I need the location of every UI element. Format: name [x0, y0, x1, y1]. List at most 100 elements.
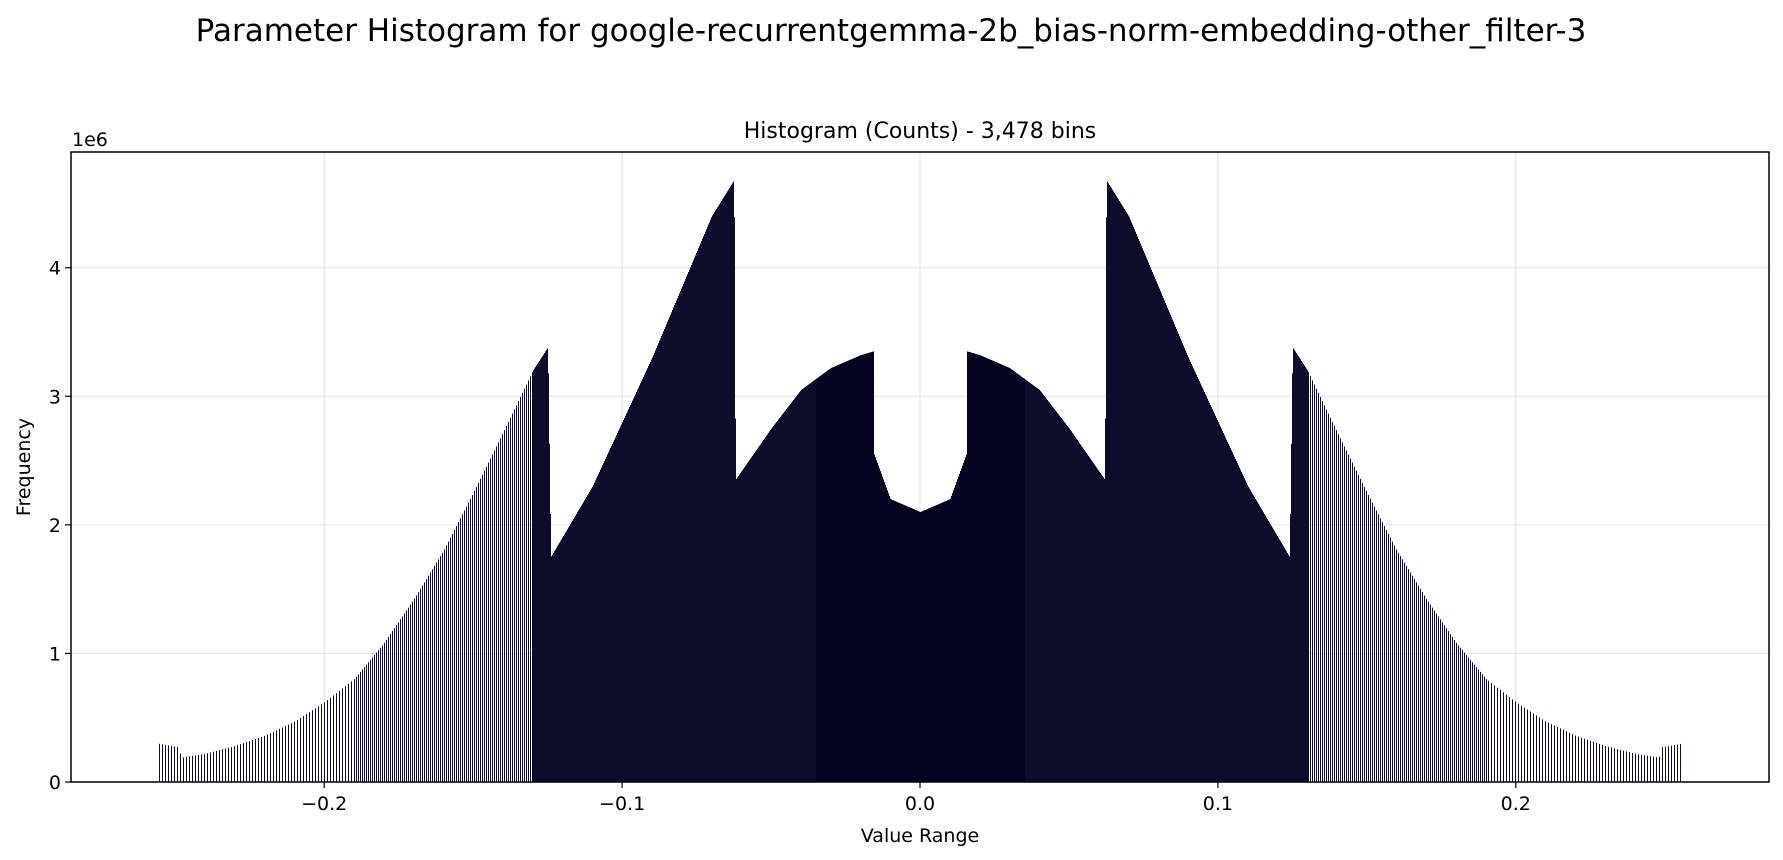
histogram-bar — [566, 530, 567, 782]
histogram-bar — [1137, 236, 1138, 782]
histogram-bar — [380, 647, 381, 782]
histogram-bar — [627, 411, 628, 782]
histogram-bar — [1147, 260, 1148, 783]
y-tick-label: 0 — [49, 772, 61, 794]
histogram-bar — [697, 250, 698, 782]
histogram-bar — [607, 454, 608, 782]
histogram-bar — [930, 507, 931, 782]
histogram-bar — [968, 351, 969, 782]
histogram-bar — [932, 506, 933, 782]
histogram-bar — [1251, 491, 1252, 782]
histogram-bar — [237, 745, 238, 782]
histogram-bar — [925, 509, 926, 782]
histogram-bar — [1050, 403, 1051, 782]
histogram-bar — [1058, 414, 1059, 782]
histogram-bar — [582, 503, 583, 782]
histogram-bar — [949, 499, 950, 782]
histogram-bar — [1020, 375, 1021, 782]
histogram-bar — [895, 501, 896, 782]
histogram-bar — [1545, 721, 1546, 782]
histogram-bar — [990, 359, 991, 782]
histogram-bar — [388, 636, 389, 782]
histogram-bar — [1386, 529, 1387, 782]
histogram-bar — [957, 479, 958, 782]
histogram-bar — [384, 642, 385, 782]
histogram-bar — [444, 549, 445, 782]
histogram-bar — [342, 688, 343, 782]
histogram-bar — [969, 352, 970, 782]
histogram-bar — [492, 454, 493, 782]
histogram-bar — [903, 504, 904, 782]
histogram-bar — [882, 476, 883, 782]
histogram-bar — [786, 409, 787, 782]
histogram-bar — [560, 541, 561, 782]
histogram-bar — [1265, 515, 1266, 782]
histogram-bar — [842, 363, 843, 782]
histogram-bar — [934, 505, 935, 782]
histogram-bar — [219, 750, 220, 782]
histogram-bar — [1336, 430, 1337, 782]
histogram-bar — [1203, 389, 1204, 782]
histogram-bar — [1250, 490, 1251, 782]
histogram-bar — [907, 506, 908, 782]
histogram-bar — [1119, 200, 1120, 782]
histogram-bar — [1033, 385, 1034, 782]
histogram-bar — [793, 400, 794, 782]
histogram-bar — [987, 358, 988, 782]
histogram-bar — [655, 350, 656, 782]
histogram-bar — [535, 367, 536, 782]
histogram-bar — [954, 487, 955, 782]
histogram-bar — [709, 222, 710, 783]
histogram-bar — [700, 243, 701, 782]
histogram-bar — [720, 202, 721, 783]
histogram-bar — [1306, 368, 1307, 782]
histogram-bar — [1125, 210, 1126, 782]
histogram-bar — [997, 362, 998, 782]
x-tick-label: 0.0 — [905, 793, 935, 815]
histogram-bar — [306, 714, 307, 782]
histogram-bar — [588, 493, 589, 782]
histogram-bar — [162, 744, 163, 782]
histogram-bar — [1243, 476, 1244, 782]
histogram-bar — [1334, 425, 1335, 782]
histogram-bar — [180, 753, 181, 782]
histogram-bar — [576, 513, 577, 782]
histogram-bar — [548, 373, 549, 782]
histogram-bar — [945, 501, 946, 782]
histogram-bar — [1267, 519, 1268, 782]
histogram-bar — [502, 434, 503, 782]
histogram-bar — [959, 473, 960, 782]
histogram-bar — [333, 695, 334, 782]
histogram-bar — [896, 501, 897, 782]
histogram-bar — [1650, 756, 1651, 782]
histogram-bar — [1100, 473, 1101, 782]
histogram-bar — [693, 260, 694, 783]
histogram-bar — [941, 502, 942, 782]
histogram-bar — [855, 357, 856, 782]
histogram-bar — [1450, 634, 1451, 782]
histogram-bar — [1139, 241, 1140, 782]
histogram-bar — [345, 686, 346, 782]
histogram-bar — [581, 505, 582, 782]
histogram-bar — [526, 384, 527, 782]
histogram-bar — [1127, 213, 1128, 782]
histogram-bar — [1298, 356, 1299, 782]
histogram-bar — [733, 181, 734, 782]
histogram-bar — [615, 437, 616, 782]
histogram-bar — [569, 525, 570, 782]
histogram-bar — [1200, 383, 1201, 782]
histogram-bar — [264, 735, 265, 782]
histogram-bar — [563, 535, 564, 782]
histogram-bar — [966, 454, 967, 782]
histogram-bar — [222, 749, 223, 782]
histogram-bar — [672, 309, 673, 782]
histogram-bar — [678, 295, 679, 782]
histogram-bar — [1173, 321, 1174, 782]
histogram-bar — [1227, 441, 1228, 782]
histogram-bar — [303, 716, 304, 782]
x-tick-label: 0.2 — [1501, 793, 1531, 815]
histogram-bar — [1063, 420, 1064, 782]
histogram-bar — [1178, 333, 1179, 782]
histogram-bar — [591, 488, 592, 782]
histogram-bar — [1122, 205, 1123, 783]
